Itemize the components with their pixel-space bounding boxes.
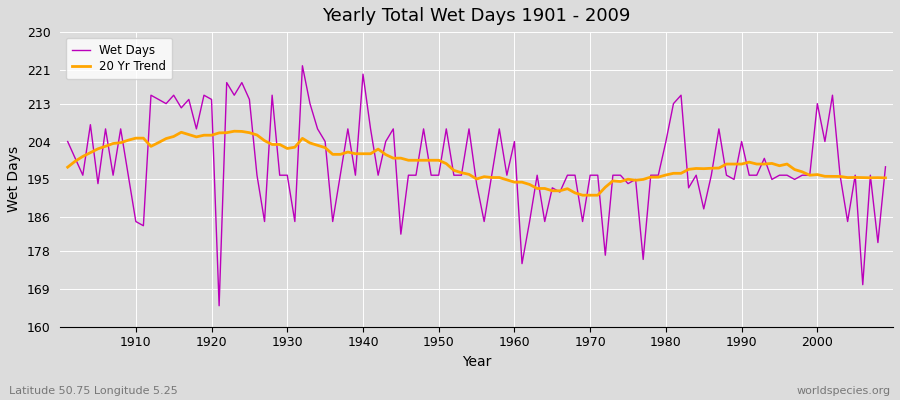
20 Yr Trend (122, 138, 133, 142)
Wet Days (350, 173, 361, 178)
Wet Days (304, 101, 315, 106)
Text: worldspecies.org: worldspecies.org (796, 386, 891, 396)
Line: 20 Yr Trend: 20 Yr Trend (68, 131, 886, 195)
20 Yr Trend (342, 150, 353, 154)
Wet Days (62, 139, 73, 144)
Title: Yearly Total Wet Days 1901 - 2009: Yearly Total Wet Days 1901 - 2009 (322, 7, 631, 25)
20 Yr Trend (229, 129, 239, 134)
Wet Days (615, 173, 626, 178)
Wet Days (880, 164, 891, 169)
20 Yr Trend (577, 193, 588, 198)
Y-axis label: Wet Days: Wet Days (7, 146, 21, 212)
Wet Days (122, 173, 133, 178)
20 Yr Trend (297, 136, 308, 141)
Wet Days (517, 261, 527, 266)
20 Yr Trend (509, 180, 520, 184)
20 Yr Trend (62, 165, 73, 170)
20 Yr Trend (880, 176, 891, 180)
Wet Days (213, 303, 224, 308)
20 Yr Trend (615, 179, 626, 184)
Wet Days (297, 63, 308, 68)
Wet Days (524, 219, 535, 224)
Legend: Wet Days, 20 Yr Trend: Wet Days, 20 Yr Trend (66, 38, 172, 79)
20 Yr Trend (517, 180, 527, 184)
Line: Wet Days: Wet Days (68, 66, 886, 306)
Text: Latitude 50.75 Longitude 5.25: Latitude 50.75 Longitude 5.25 (9, 386, 178, 396)
X-axis label: Year: Year (462, 355, 491, 369)
